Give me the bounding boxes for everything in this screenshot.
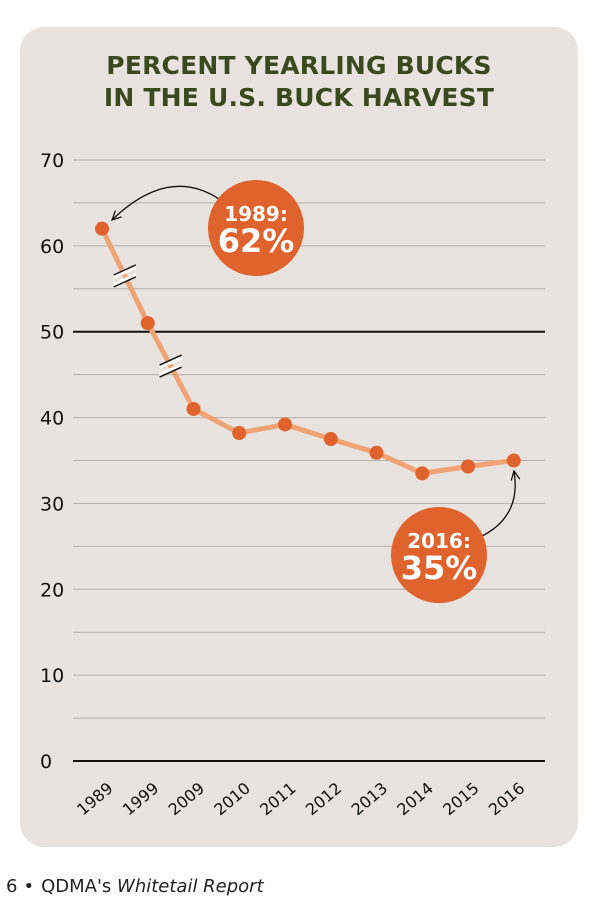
x-tick-label: 2010 — [210, 779, 253, 820]
data-point — [232, 426, 247, 441]
y-tick-label: 70 — [40, 150, 64, 172]
data-point — [323, 432, 338, 447]
axis-break-stroke — [159, 354, 182, 366]
callout: 1989:62% — [110, 180, 304, 276]
y-tick-label: 10 — [40, 665, 64, 687]
data-point — [461, 459, 475, 474]
callout: 2016:35% — [391, 469, 521, 603]
y-tick-label: 60 — [40, 236, 64, 258]
callout-year-label: 2016: — [407, 529, 471, 553]
x-tick-label: 2012 — [302, 779, 345, 820]
x-tick-label: 2011 — [256, 779, 299, 820]
data-point — [140, 316, 155, 331]
y-tick-label: 30 — [40, 493, 64, 515]
data-point — [95, 221, 109, 236]
footer-publication: Whitetail Report — [117, 876, 264, 897]
axis-break-gap — [113, 273, 137, 286]
axis-break-stroke — [113, 264, 137, 276]
axis-break-gap — [159, 356, 183, 369]
chart-title-line-1: PERCENT YEARLING BUCKS — [106, 51, 492, 80]
callout-arrow-head — [110, 210, 122, 222]
footer-publisher: QDMA's — [41, 876, 112, 897]
y-tick-label: 50 — [40, 322, 64, 344]
x-tick-label: 2016 — [485, 779, 528, 820]
callout-value-label: 35% — [401, 549, 478, 587]
y-tick-label: 20 — [40, 579, 64, 601]
axis-break-stroke — [159, 366, 182, 378]
data-point — [415, 466, 430, 481]
callout-arrow-head — [510, 469, 521, 481]
page-number: 6 — [6, 876, 18, 897]
chart-title-line-2: IN THE U.S. BUCK HARVEST — [103, 83, 495, 112]
axis-break-gap — [159, 363, 183, 376]
y-tick-label: 0 — [40, 751, 52, 773]
axis-break-mark — [113, 264, 137, 288]
x-tick-label: 2014 — [393, 779, 436, 820]
footer-separator: • — [23, 876, 35, 897]
axis-break-gap — [113, 266, 137, 279]
axis-break-mark — [159, 354, 183, 378]
callout-bubble — [391, 507, 487, 603]
callout-year-label: 1989: — [224, 202, 288, 226]
x-tick-label: 2013 — [348, 779, 391, 820]
page-footer: 6 • QDMA's Whitetail Report — [6, 876, 264, 897]
x-tick-label: 1999 — [119, 779, 162, 820]
data-point — [506, 453, 521, 468]
chart-card — [20, 27, 578, 847]
data-point — [278, 417, 292, 432]
series-line — [99, 226, 517, 476]
x-tick-label: 2015 — [439, 779, 482, 820]
data-point — [186, 401, 201, 416]
x-tick-label: 1989 — [73, 779, 116, 820]
y-tick-label: 40 — [40, 408, 64, 430]
data-point — [369, 445, 384, 460]
axis-break-stroke — [113, 276, 137, 288]
x-tick-label: 2009 — [165, 779, 208, 820]
callout-arrow — [111, 185, 227, 221]
chart-title: PERCENT YEARLING BUCKS IN THE U.S. BUCK … — [20, 50, 578, 114]
callout-arrow — [477, 470, 516, 539]
callout-bubble — [208, 180, 304, 276]
callout-value-label: 62% — [218, 222, 295, 260]
